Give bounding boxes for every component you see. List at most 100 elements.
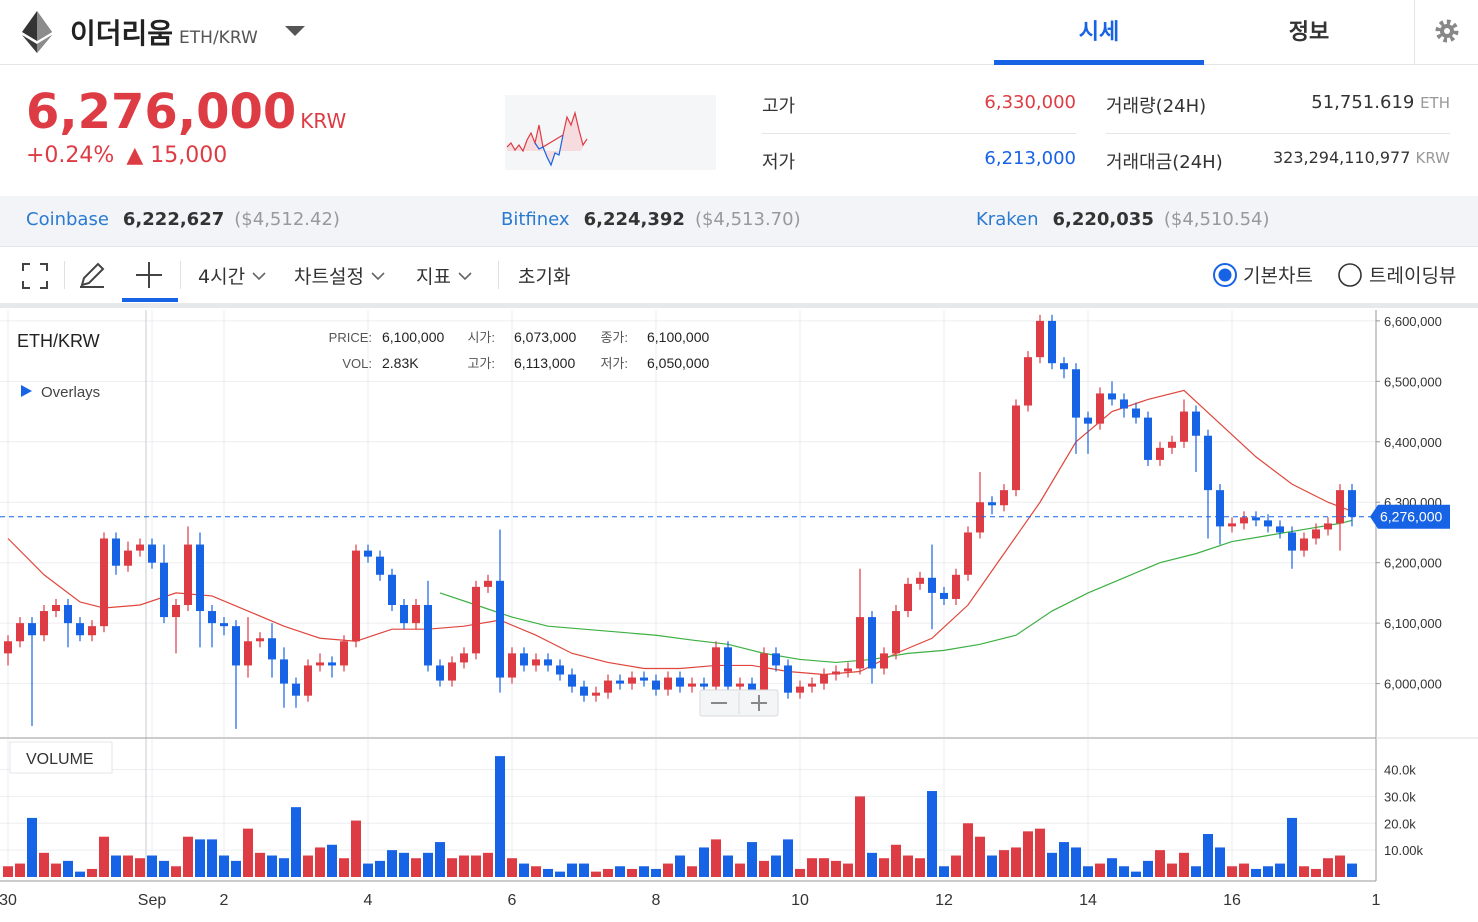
candle-body [1264,520,1272,527]
candle-body [1216,490,1224,527]
crosshair-icon[interactable] [135,261,163,289]
dropdown[interactable] [284,25,306,37]
legend-value: 6,113,000 [514,355,575,371]
volume-bar [39,852,49,877]
legend-value: 6,100,000 [647,329,709,345]
volume-bar [183,836,193,877]
mode[interactable]: 트레이딩뷰 [1369,265,1457,287]
x-tick-label: 30 [0,892,17,909]
exchange-price: 6,222,627 [122,209,225,230]
volume-bar [147,855,157,877]
volume-title: VOLUME [26,751,94,768]
change-row: +0.24% ▲ 15,000 [26,143,227,168]
tab[interactable]: 정보 [1288,20,1330,45]
x-tick-label: 6 [508,892,517,909]
candle-body [592,692,600,696]
y-tick-label: 30.0k [1384,789,1416,804]
change: ▲ 15,000 [126,143,228,168]
volume-bar [171,866,181,877]
candle-body [376,556,384,575]
indicators[interactable]: 지표 [416,266,451,288]
menu[interactable]: 차트설정 [294,262,390,289]
settings[interactable]: 차트설정 [294,266,364,288]
divider [64,261,65,289]
candle-body [268,638,276,660]
candle-body [544,659,552,666]
y-tick-label: 6,000,000 [1384,677,1442,692]
volume-bar [867,852,877,877]
volume-bar [879,858,889,877]
menu[interactable]: 4시간 [198,262,271,289]
mode[interactable]: 기본차트 [1243,265,1313,287]
volume-bar [3,866,13,877]
volume-bar [819,858,829,877]
candle-body [4,641,12,654]
volume-bar [387,850,397,877]
volume-bar [1095,863,1105,877]
radio-off[interactable] [1337,262,1363,288]
draw-icon[interactable] [78,261,106,289]
candle-body [712,647,720,687]
volume-bar [1071,847,1081,877]
candle-body [208,611,216,624]
candle-body [748,683,756,690]
currency: KRW [300,109,347,133]
candle-body [232,626,240,666]
volume-bar [447,858,457,877]
volume-bar [63,860,73,877]
volume-bar [111,855,121,877]
volume-bar [1023,831,1033,877]
legend-label: 시가: [467,330,495,345]
interval[interactable]: 4시간 [198,266,246,288]
stat: 고가 6,330,000 [762,92,1076,118]
candle-body [844,668,852,672]
stat-unit: KRW [1415,149,1450,167]
candle-body [352,550,360,642]
candle-body [832,671,840,675]
candle-body [616,680,624,684]
candle-body [940,592,948,599]
volume-bar [1167,863,1177,877]
legend-value: 2.83K [382,355,419,371]
candle-body [64,605,72,624]
candle-body [520,653,528,666]
volume-bar [1131,871,1141,877]
volume-bar [903,855,913,877]
price-row: 6,276,000 KRW [26,84,346,140]
fullscreen-icon[interactable] [22,263,48,289]
volume-bar [1035,828,1045,877]
divider [762,133,1076,134]
stat-label: 거래대금(24H) [1106,152,1223,173]
candle-body [340,641,348,666]
volume-bar [699,847,709,877]
volume-bar [303,855,313,877]
candle-body [496,580,504,678]
candle-body [904,583,912,612]
candle-body [1324,523,1332,530]
volume-bar [1215,847,1225,877]
volume-bar [1155,850,1165,877]
settings-icon[interactable] [1434,18,1460,44]
candle-body [736,683,744,687]
reset[interactable]: 초기화 [518,266,571,288]
candle-body [772,653,780,666]
candle-body [784,665,792,693]
candle-body [724,647,732,687]
menu[interactable]: 지표 [416,262,477,289]
volume-bar [771,855,781,877]
exchange: Kraken 6,220,035 ($4,510.54) [976,209,1270,230]
volume-bar [1275,863,1285,877]
volume-bar [339,858,349,877]
volume-bar [567,863,577,877]
radio-on[interactable] [1212,262,1238,288]
candle-body [976,502,984,533]
legend-value: 6,100,000 [382,329,444,345]
candle-body [1144,417,1152,460]
volume-bar [519,863,529,877]
volume-bar [735,863,745,877]
candle-body [580,686,588,696]
tab[interactable]: 시세 [1078,20,1120,45]
volume-bar [495,756,505,877]
stat-value: 6,213,000 [984,148,1076,169]
